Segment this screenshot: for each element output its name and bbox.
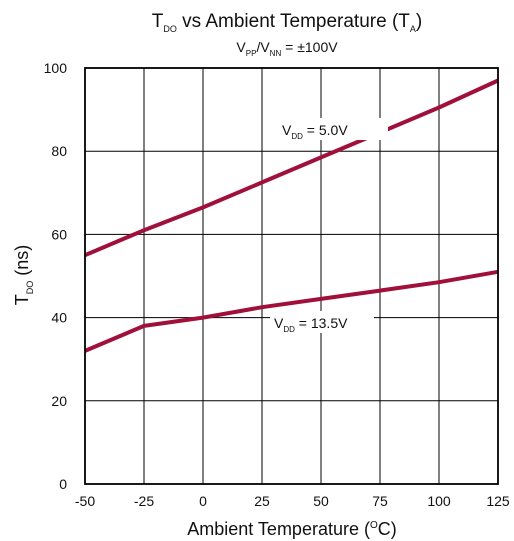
series-label-2-bg	[270, 311, 374, 333]
series-label-1-bg	[278, 118, 388, 140]
xlabel-text: Ambient Temperature (	[187, 519, 370, 539]
series-label-2-group: VDD = 13.5V	[270, 311, 374, 334]
chart-subtitle: VPP/VNN = ±100V	[236, 39, 338, 58]
y-tick-label: 0	[59, 476, 67, 492]
y-tick-label: 20	[51, 393, 67, 409]
series-line-1	[84, 78, 499, 258]
series-2-label-rest: = 13.5V	[295, 315, 348, 331]
title-end: )	[416, 11, 422, 32]
series-1-label-sub: DD	[291, 132, 303, 141]
title-rest: vs Ambient Temperature (T	[177, 11, 410, 32]
y-tick-label: 40	[51, 310, 67, 326]
x-tick-label: 125	[486, 493, 510, 509]
x-tick-label: 100	[427, 493, 451, 509]
x-tick-label: 0	[199, 493, 207, 509]
chart-title: TDO vs Ambient Temperature (TA)	[152, 11, 422, 34]
series-2-label-main: V	[274, 315, 284, 331]
x-tick-label: -25	[134, 493, 154, 509]
series-2-label-sub: DD	[283, 325, 295, 334]
x-axis-label: Ambient Temperature (OC)	[187, 519, 397, 539]
y-axis-label: TDO (ns)	[12, 245, 35, 306]
plot-frame	[84, 67, 499, 485]
tick-labels: -50 -25 0 25 50 75 100 125 0 20 40 60 80 100	[44, 60, 510, 509]
series-1-label-main: V	[282, 122, 292, 138]
series-1-label-rest: = 5.0V	[303, 122, 348, 138]
title-main: T	[152, 11, 164, 32]
x-tick-label: 25	[254, 493, 270, 509]
xlabel-end: C)	[378, 519, 397, 539]
subtitle-v1: V	[236, 39, 246, 55]
ylabel-sub: DO	[25, 281, 35, 295]
subtitle-rest: = ±100V	[281, 39, 338, 55]
series-label-1: VDD = 5.0V	[282, 122, 348, 141]
series-label-2: VDD = 13.5V	[274, 315, 348, 334]
ylabel-main: T	[12, 294, 32, 305]
series-label-1-group: VDD = 5.0V	[278, 118, 388, 141]
x-tick-label: 75	[372, 493, 388, 509]
y-tick-label: 80	[51, 143, 67, 159]
xlabel-sup: O	[370, 520, 378, 531]
ylabel-rest: (ns)	[12, 245, 32, 281]
y-tick-label: 60	[51, 226, 67, 242]
subtitle-v1-sub: PP	[246, 49, 257, 58]
x-tick-label: -50	[75, 493, 95, 509]
series-lines	[84, 78, 499, 353]
subtitle-slash: /V	[256, 39, 270, 55]
title-rest-sub: A	[410, 24, 416, 34]
x-tick-label: 50	[313, 493, 329, 509]
y-tick-label: 100	[44, 60, 68, 76]
series-line-2	[84, 269, 499, 353]
title-main-sub: DO	[163, 24, 177, 34]
subtitle-v2-sub: NN	[270, 49, 282, 58]
